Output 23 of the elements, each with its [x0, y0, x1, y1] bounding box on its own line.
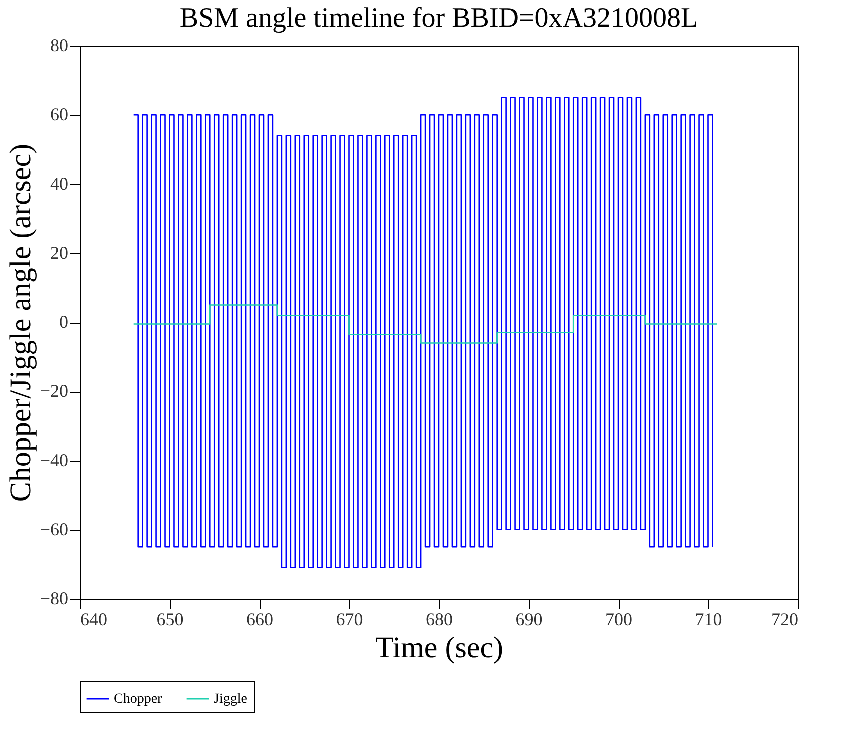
x-tick-label: 700	[606, 610, 632, 630]
y-tick-label: −20	[40, 381, 68, 402]
chart-title: BSM angle timeline for BBID=0xA3210008L	[180, 3, 698, 34]
x-tick-label: 720	[772, 610, 798, 630]
y-tick-label: 80	[50, 36, 68, 56]
y-tick-label: −60	[40, 519, 68, 540]
x-axis-title: Time (sec)	[375, 632, 504, 664]
x-tick-label: 660	[246, 610, 274, 630]
y-tick-label: 60	[50, 104, 68, 125]
x-tick-label: 650	[156, 610, 184, 630]
x-tick-label: 670	[336, 610, 364, 630]
y-tick-label: 40	[50, 174, 68, 194]
x-tick-label: 710	[695, 610, 722, 630]
y-tick-label: 20	[50, 242, 68, 263]
x-tick-label: 640	[80, 610, 108, 630]
y-axis-title: Chopper/Jiggle angle (arcsec)	[4, 144, 38, 502]
y-tick-label: 0	[60, 312, 68, 332]
x-tick-label: 680	[426, 610, 453, 630]
x-tick-label: 690	[516, 610, 543, 630]
legend-label: Chopper	[114, 692, 163, 707]
y-tick-label: −40	[40, 450, 68, 470]
legend-label: Jiggle	[214, 692, 248, 707]
y-tick-label: −80	[40, 588, 68, 608]
